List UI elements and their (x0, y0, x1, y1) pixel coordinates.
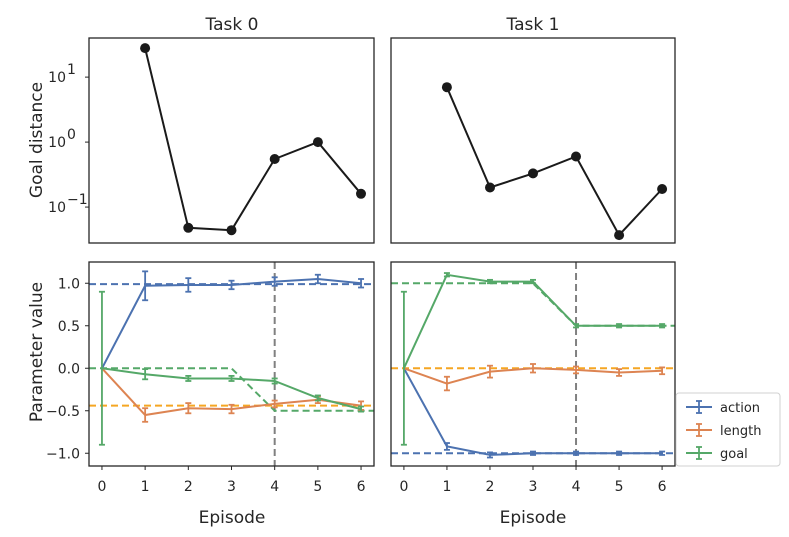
log-tick-exponent: −1 (67, 192, 88, 208)
legend-goal-label: goal (720, 447, 748, 462)
legend: action length goal (675, 392, 781, 467)
x-tick-label: 6 (658, 479, 667, 495)
br-goal-line (402, 273, 663, 369)
log-tick-label: 10 (48, 70, 66, 86)
x-tick-label: 0 (399, 479, 408, 495)
tl-goal-distance-point-1 (140, 43, 151, 54)
x-tick-label: 3 (529, 479, 538, 495)
tl-goal-distance-point-3 (226, 225, 237, 236)
x-tick-label: 0 (97, 479, 106, 495)
legend-action-label: action (720, 401, 760, 416)
tl-goal-distance-point-5 (312, 137, 323, 148)
bl-goal-target-line (89, 367, 374, 412)
tr-goal-distance-line (445, 86, 663, 237)
x-tick-label: 5 (313, 479, 322, 495)
tl-goal-distance-point-4 (269, 154, 280, 164)
y-tick-label: 1.0 (58, 276, 80, 292)
tr-goal-distance-point-3 (528, 168, 538, 179)
tr-goal-distance-point-6 (657, 184, 668, 194)
tr-goal-distance-point-2 (485, 182, 495, 193)
y-tick-label: −1.0 (46, 446, 80, 462)
tr-goal-distance-point-1 (441, 82, 452, 93)
legend-length-label: length (720, 424, 761, 439)
task0-top-frame (88, 37, 375, 244)
x-tick-label: 1 (141, 479, 150, 495)
panel-task1-goal-distance: Task 1 (390, 15, 676, 244)
x-tick-label: 5 (615, 479, 624, 495)
x-tick-label: 3 (227, 479, 236, 495)
x-tick-label: 1 (442, 479, 451, 495)
tl-goal-distance-point-6 (356, 188, 366, 199)
tr-goal-distance-point-5 (614, 230, 625, 241)
log-tick-exponent: 1 (67, 62, 76, 78)
task1-top-frame (390, 37, 676, 244)
x-tick-label: 2 (184, 479, 193, 495)
tl-goal-distance-point-2 (183, 222, 194, 233)
tr-goal-distance-point-4 (571, 151, 581, 162)
log-tick-exponent: 0 (67, 127, 76, 143)
x-tick-label: 6 (357, 479, 366, 495)
y-tick-label: 0.5 (58, 319, 80, 335)
bl-goal-line (101, 367, 362, 411)
y-tick-label: 0.0 (58, 361, 80, 377)
y-tick-label: −0.5 (46, 404, 80, 420)
log-tick-label: 10 (48, 135, 66, 151)
x-tick-label: 4 (270, 479, 279, 495)
x-tick-label: 2 (486, 479, 495, 495)
bl-action-line (101, 277, 362, 369)
y-axis-label-parameter-value: Parameter value (27, 282, 47, 422)
task0-bottom-frame (88, 261, 375, 467)
x-tick-label: 4 (572, 479, 581, 495)
task0-title: Task 0 (205, 15, 259, 35)
log-tick-label: 10 (48, 200, 66, 216)
panel-task1-parameters: 0 1 2 3 4 5 6 Episode (390, 261, 676, 528)
br-goal-target-line (391, 282, 675, 327)
x-axis-label-task1: Episode (500, 508, 567, 528)
y-axis-label-goal-distance: Goal distance (27, 82, 47, 198)
x-axis-label-task0: Episode (199, 508, 266, 528)
panel-task0-parameters: 1.0 0.5 0.0 −0.5 −1.0 0 1 2 3 4 5 6 Episode (46, 261, 375, 528)
task1-title: Task 1 (506, 15, 560, 35)
tl-goal-distance-line (144, 47, 362, 232)
